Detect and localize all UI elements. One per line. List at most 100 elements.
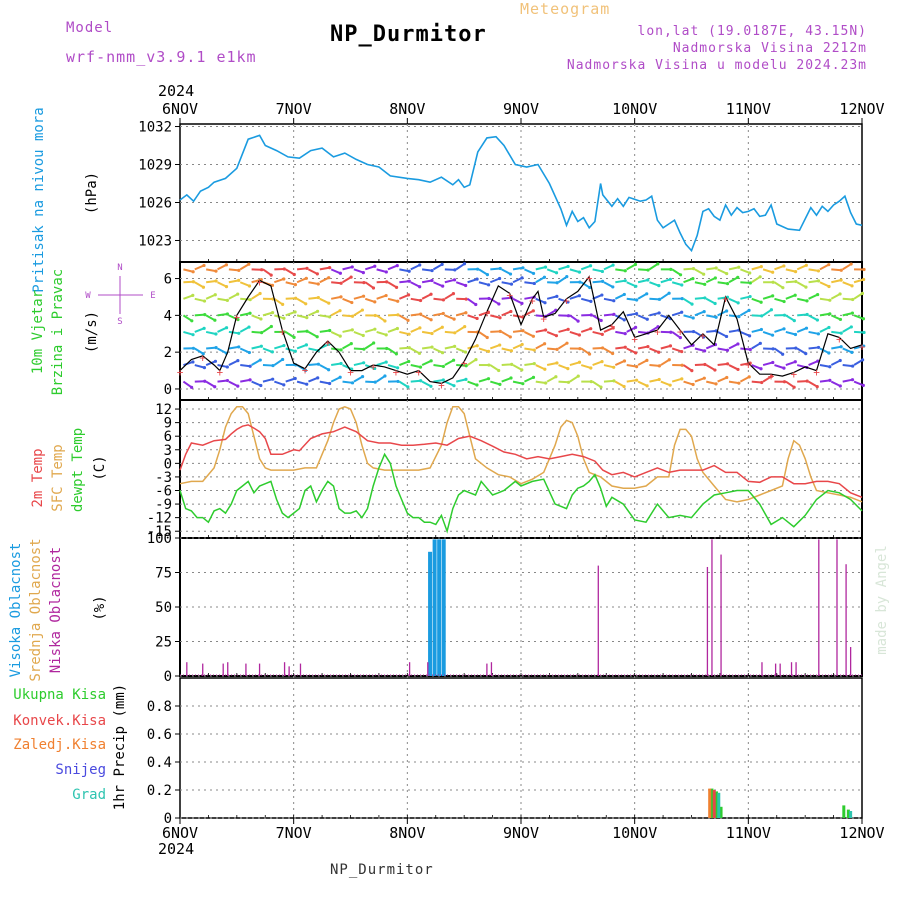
wind-barb: [762, 308, 772, 317]
compass-icon: N S W E: [85, 263, 155, 327]
y-tick-label: 0.2: [147, 783, 172, 799]
pressure-label: Pritisak na nivou mora: [31, 107, 47, 292]
wind-barb: [819, 312, 830, 317]
wind-barb: [524, 281, 535, 285]
wind-barb: [614, 314, 625, 321]
wind-barb-head: [725, 309, 729, 313]
wind-barb-head: [611, 263, 615, 267]
wind-barb-head: [782, 380, 787, 384]
wind-barb: [205, 293, 216, 300]
wind-barb-head: [577, 270, 582, 274]
wind-barb-head: [441, 284, 445, 288]
wind-barb: [831, 345, 842, 350]
wind-barb-head: [769, 308, 774, 312]
wind-barb-head: [634, 312, 639, 316]
wind-barb-head: [792, 319, 796, 323]
wind-barb: [183, 360, 194, 366]
wind-barb-head: [543, 367, 547, 371]
wind-barb: [819, 263, 830, 271]
wind-barb-head: [838, 384, 842, 388]
wind-barb-head: [599, 385, 603, 389]
wind-barb: [796, 281, 807, 288]
wind-barb: [455, 347, 466, 353]
x-tick-label-bottom: 11NOV: [726, 824, 771, 842]
wind-barb: [194, 297, 205, 303]
wind-barb: [228, 359, 239, 366]
wind-barb-head: [191, 293, 195, 297]
wind-barb: [217, 281, 227, 288]
wind-gust-marker: +: [461, 357, 468, 370]
wind-barb: [660, 314, 671, 320]
wind-barb-head: [292, 272, 296, 277]
wind-barb: [319, 297, 330, 305]
wind-barb-head: [804, 285, 808, 289]
wind-barb: [660, 278, 671, 284]
wind-barb: [830, 314, 841, 321]
wind-barb: [262, 325, 272, 333]
wind-barb: [331, 281, 342, 285]
wind-barb-head: [861, 358, 865, 362]
wind-barb-head: [554, 271, 559, 275]
wind-barb: [592, 314, 602, 322]
wind-barb: [637, 279, 649, 284]
wind-barb-head: [748, 294, 752, 299]
wind-barb: [308, 376, 319, 383]
wind-barb: [217, 326, 227, 333]
wind-barb: [319, 380, 330, 385]
wind-barb-head: [566, 300, 570, 304]
wind-barb: [717, 281, 728, 285]
wind-gust-marker: +: [484, 307, 491, 320]
wind-barb-head: [237, 331, 241, 335]
precip-bar: [717, 792, 721, 818]
wind-barb: [194, 264, 205, 271]
wind-barb: [433, 326, 443, 333]
wind-barb: [512, 380, 524, 385]
wind-barb: [433, 364, 444, 368]
wind-barb: [524, 296, 535, 300]
wind-barb-head: [657, 377, 661, 382]
wind-barb-head: [201, 285, 206, 289]
wind-barb-head: [521, 329, 525, 333]
wind-barb-head: [781, 286, 785, 290]
wind-barb: [501, 377, 512, 383]
wind-barb-head: [430, 268, 434, 273]
wind-barb: [444, 380, 455, 387]
wind-barb-head: [703, 282, 707, 286]
wind-barb: [410, 379, 421, 383]
wind-barb: [308, 363, 319, 367]
wind-barb-head: [851, 364, 855, 368]
wind-barb-head: [475, 344, 479, 348]
wind-barb: [694, 281, 705, 286]
wind-barb-head: [497, 276, 502, 281]
wind-barb-head: [509, 309, 513, 314]
wind-barb-head: [282, 267, 286, 271]
wind-barb-head: [315, 335, 319, 339]
wind-barb: [830, 380, 841, 387]
wind-barb: [433, 281, 444, 288]
model-label: Model: [66, 20, 114, 36]
wind-barb: [546, 330, 557, 337]
wind-barb: [853, 380, 864, 387]
wind-barb: [376, 375, 386, 383]
wind-barb: [683, 344, 694, 350]
wind-barb-head: [259, 344, 263, 348]
wind-barb-head: [350, 381, 355, 385]
wind-barb: [182, 380, 193, 389]
wind-barb: [671, 377, 683, 383]
wind-barb-head: [668, 277, 672, 281]
wind-barb-head: [475, 267, 480, 271]
y-tick-label: -9: [155, 497, 172, 513]
wind-barb-head: [440, 262, 444, 266]
wind-barb-head: [838, 317, 843, 322]
wind-barb-head: [328, 328, 332, 333]
wind-barb: [217, 297, 228, 302]
wind-barb-head: [463, 350, 468, 354]
wind-barb: [308, 310, 318, 317]
wind-barb: [547, 347, 558, 351]
wind-barb: [240, 312, 251, 317]
wind-barb-head: [736, 275, 740, 279]
wind-barb-head: [588, 264, 593, 268]
wind-barb: [626, 297, 637, 302]
wind-barb: [603, 379, 615, 383]
wind-barb-head: [418, 285, 422, 289]
